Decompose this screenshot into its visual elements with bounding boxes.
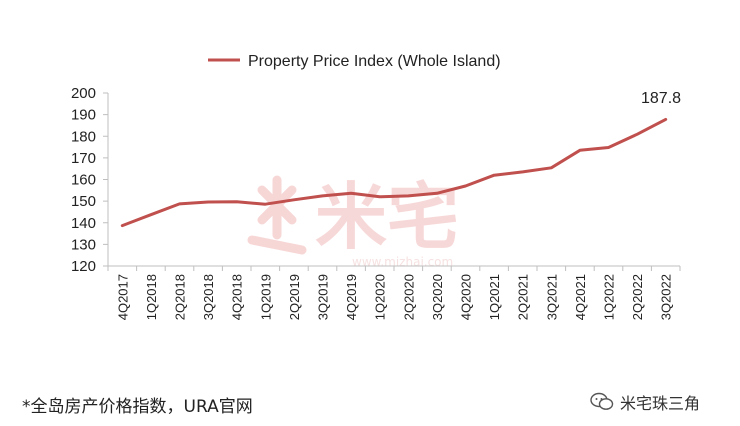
x-tick-label: 1Q2018 [144, 274, 159, 320]
footnote: *全岛房产价格指数，URA官网 [22, 397, 253, 417]
end-value-label: 187.8 [641, 90, 681, 107]
brand: 米宅珠三角 [590, 390, 700, 414]
legend-label: Property Price Index (Whole Island) [248, 53, 501, 70]
y-tick-label: 140 [71, 215, 96, 232]
series-points [122, 119, 666, 226]
x-tick-label: 2Q2021 [516, 274, 531, 320]
x-tick-label: 4Q2017 [115, 274, 130, 320]
y-tick-label: 180 [71, 128, 96, 145]
y-tick-label: 150 [71, 193, 96, 210]
watermark-text: 米宅 [315, 175, 459, 259]
x-tick-label: 3Q2019 [316, 274, 331, 320]
watermark: 米宅 www.mizhai.com [247, 175, 459, 269]
y-tick-label: 130 [71, 236, 96, 253]
x-tick-label: 2Q2019 [287, 274, 302, 320]
x-tick-label: 3Q2018 [201, 274, 216, 320]
legend: Property Price Index (Whole Island) [208, 53, 501, 70]
x-tick-label: 3Q2020 [430, 274, 445, 320]
x-tick-label: 4Q2021 [573, 274, 588, 320]
y-tick-label: 170 [71, 150, 96, 167]
y-tick-label: 120 [71, 258, 96, 275]
x-ticks: 4Q2017 1Q2018 2Q2018 3Q2018 4Q2018 1Q2019 2Q20… [107, 266, 681, 320]
x-tick-label: 4Q2019 [344, 274, 359, 320]
brand-label: 米宅珠三角 [620, 394, 701, 413]
y-tick-label: 200 [71, 85, 96, 102]
x-tick-label: 3Q2021 [544, 274, 559, 320]
x-tick-label: 1Q2020 [373, 274, 388, 320]
chart: 米宅 www.mizhai.com Property Price Index (… [71, 53, 681, 320]
watermark-logo [247, 175, 307, 255]
x-tick-label: 2Q2018 [173, 274, 188, 320]
y-ticks: 120 130 140 150 160 170 180 190 200 [71, 85, 108, 275]
x-tick-label: 4Q2020 [459, 274, 474, 320]
y-tick-label: 160 [71, 172, 96, 189]
watermark-url: www.mizhai.com [352, 255, 453, 269]
y-tick-label: 190 [71, 107, 96, 124]
x-tick-label: 1Q2022 [602, 274, 617, 320]
x-tick-label: 1Q2019 [258, 274, 273, 320]
x-tick-label: 1Q2021 [487, 274, 502, 320]
x-tick-label: 2Q2022 [630, 274, 645, 320]
x-tick-label: 4Q2018 [230, 274, 245, 320]
x-tick-label: 2Q2020 [401, 274, 416, 320]
series-line [120, 117, 668, 228]
x-tick-label: 3Q2022 [659, 274, 674, 320]
wechat-icon [590, 392, 614, 412]
